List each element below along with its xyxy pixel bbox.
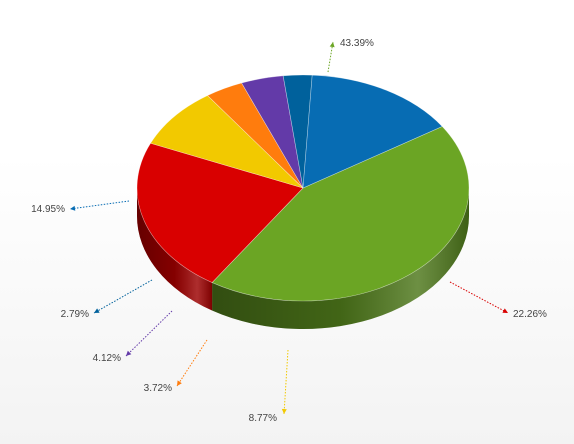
- leader-line-3: [176, 339, 208, 387]
- leader-arrow-0: [329, 42, 335, 48]
- slice-label-6: 14.95%: [31, 204, 65, 215]
- leader-line-6: [69, 200, 130, 210]
- pie-side-shade-0: [212, 188, 470, 329]
- leader-line-4: [125, 310, 173, 357]
- slice-label-3: 3.72%: [144, 383, 172, 394]
- slice-label-1: 22.26%: [513, 309, 547, 320]
- leader-line-5: [93, 279, 153, 314]
- slice-label-0: 43.39%: [340, 38, 374, 49]
- pie-slice-2[interactable]: [150, 95, 304, 189]
- leader-arrow-3: [177, 380, 182, 386]
- pie-slice-0[interactable]: [211, 126, 470, 302]
- leader-arrow-4: [126, 350, 132, 356]
- pie-slice-6[interactable]: [302, 74, 443, 189]
- slice-label-5: 2.79%: [61, 309, 89, 320]
- pie-side-shade-1: [137, 188, 213, 311]
- leader-arrow-6: [70, 205, 76, 211]
- pie-slice-1[interactable]: [136, 142, 304, 283]
- pie-sides: [137, 188, 470, 329]
- leader-arrow-5: [94, 308, 100, 313]
- slice-label-4: 4.12%: [93, 353, 121, 364]
- pie-labels: 43.39% 22.26% 8.77% 3.72% 4.12% 2.79% 14.95%: [31, 38, 547, 424]
- leader-line-1: [449, 281, 509, 314]
- leader-line-0: [327, 41, 334, 73]
- leader-arrow-2: [281, 408, 287, 414]
- leader-arrow-1: [502, 308, 508, 313]
- slice-label-2: 8.77%: [249, 413, 277, 424]
- leader-line-2: [283, 349, 289, 415]
- pie-slices: [136, 74, 470, 302]
